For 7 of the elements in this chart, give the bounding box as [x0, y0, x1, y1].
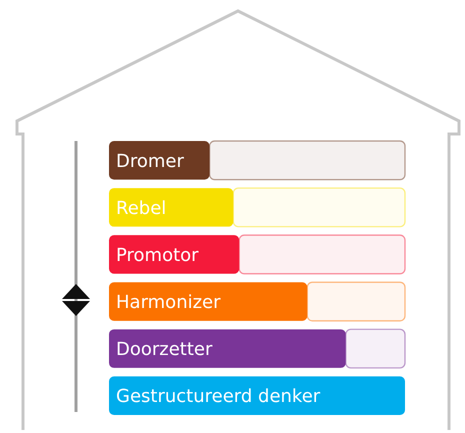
y-tick-label: Promotor: [116, 244, 200, 266]
bar: [109, 376, 405, 415]
y-tick-label: Dromer: [116, 150, 184, 172]
y-tick-label: Gestructureerd denker: [116, 386, 321, 408]
y-tick-label: Doorzetter: [116, 339, 213, 360]
y-tick-label: Harmonizer: [116, 292, 222, 314]
y-tick-label: Rebel: [116, 198, 166, 219]
